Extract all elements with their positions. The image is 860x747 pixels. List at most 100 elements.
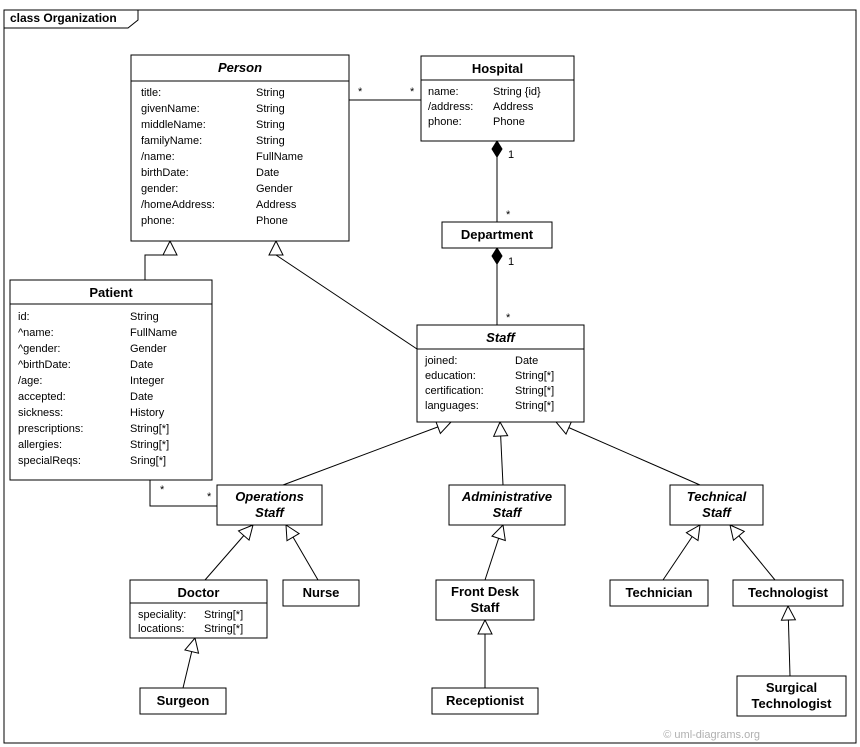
class-nurse: Nurse — [283, 580, 359, 606]
class-title: Staff — [471, 600, 501, 615]
class-title: Technologist — [748, 585, 829, 600]
watermark: © uml-diagrams.org — [663, 729, 760, 741]
attr-name: locations: — [138, 623, 184, 635]
class-title: Staff — [486, 330, 516, 345]
attr-type: String[*] — [130, 423, 169, 435]
attr-name: phone: — [141, 215, 175, 227]
attr-name: ^gender: — [18, 343, 60, 355]
attr-type: Date — [515, 355, 538, 367]
attr-type: Address — [493, 101, 534, 113]
attr-type: FullName — [130, 327, 177, 339]
attr-name: sickness: — [18, 407, 63, 419]
attr-type: String — [256, 135, 285, 147]
attr-name: /age: — [18, 375, 42, 387]
attr-type: String[*] — [130, 439, 169, 451]
multiplicity: 1 — [508, 149, 514, 161]
attr-type: String — [256, 119, 285, 131]
attr-name: languages: — [425, 400, 479, 412]
class-title: Doctor — [178, 585, 220, 600]
attr-type: History — [130, 407, 165, 419]
class-title: Administrative — [461, 489, 552, 504]
class-patient: Patient id: String ^name: FullName ^gender: Ge… — [10, 280, 212, 480]
class-title: Surgeon — [157, 693, 210, 708]
class-title: Front Desk — [451, 584, 520, 599]
attr-name: middleName: — [141, 119, 206, 131]
class-title: Person — [218, 60, 262, 75]
attr-type: String[*] — [204, 609, 243, 621]
class-technologist: Technologist — [733, 580, 843, 606]
frame-label: class Organization — [10, 11, 117, 25]
class-opstaff: OperationsStaff — [217, 485, 322, 525]
attr-name: speciality: — [138, 609, 186, 621]
attr-name: gender: — [141, 183, 178, 195]
class-title: Operations — [235, 489, 304, 504]
attr-type: Integer — [130, 375, 165, 387]
multiplicity: * — [410, 86, 415, 98]
attr-type: Phone — [256, 215, 288, 227]
attr-name: prescriptions: — [18, 423, 83, 435]
attr-name: title: — [141, 87, 161, 99]
multiplicity: * — [358, 86, 363, 98]
attr-name: certification: — [425, 385, 484, 397]
class-title: Staff — [702, 505, 732, 520]
class-title: Staff — [493, 505, 523, 520]
attr-name: givenName: — [141, 103, 200, 115]
attr-name: education: — [425, 370, 476, 382]
attr-name: /homeAddress: — [141, 199, 215, 211]
class-surgeon: Surgeon — [140, 688, 226, 714]
class-title: Technician — [626, 585, 693, 600]
uml-class-diagram: class Organization * * * * 1 * 1 * Person title:… — [0, 0, 860, 747]
attr-type: FullName — [256, 151, 303, 163]
attr-name: allergies: — [18, 439, 62, 451]
attr-name: id: — [18, 311, 30, 323]
attr-type: String — [256, 87, 285, 99]
attr-type: String[*] — [515, 385, 554, 397]
attr-name: birthDate: — [141, 167, 189, 179]
attr-type: Date — [256, 167, 279, 179]
class-receptionist: Receptionist — [432, 688, 538, 714]
class-title: Department — [461, 227, 534, 242]
class-title: Nurse — [303, 585, 340, 600]
attr-type: String — [256, 103, 285, 115]
class-frontdesk: Front DeskStaff — [436, 580, 534, 620]
attr-type: String {id} — [493, 86, 541, 98]
class-staff: Staff joined: Date education: String[*] certi… — [417, 325, 584, 422]
class-hospital: Hospitalname:String {id}/address:Address… — [421, 56, 574, 141]
attr-name: specialReqs: — [18, 455, 81, 467]
attr-type: String[*] — [204, 623, 243, 635]
attr-type: Phone — [493, 116, 525, 128]
multiplicity: 1 — [508, 256, 514, 268]
multiplicity: * — [506, 312, 511, 324]
class-title: Patient — [89, 285, 133, 300]
class-title: Surgical — [766, 680, 817, 695]
attr-name: joined: — [424, 355, 457, 367]
attr-type: Sring[*] — [130, 455, 166, 467]
attr-name: ^birthDate: — [18, 359, 71, 371]
class-adminstaff: AdministrativeStaff — [449, 485, 565, 525]
attr-type: Date — [130, 391, 153, 403]
attr-name: accepted: — [18, 391, 66, 403]
attr-type: String — [130, 311, 159, 323]
attr-type: Gender — [256, 183, 293, 195]
class-department: Department — [442, 222, 552, 248]
attr-type: Date — [130, 359, 153, 371]
attr-type: Gender — [130, 343, 167, 355]
class-technician: Technician — [610, 580, 708, 606]
class-title: Hospital — [472, 61, 523, 76]
multiplicity: * — [506, 209, 511, 221]
class-title: Technologist — [752, 696, 833, 711]
class-title: Staff — [255, 505, 285, 520]
multiplicity: * — [160, 484, 165, 496]
attr-name: phone: — [428, 116, 462, 128]
class-doctor: Doctor speciality: String[*] locations: Stri… — [130, 580, 267, 638]
class-techstaff: TechnicalStaff — [670, 485, 763, 525]
attr-name: familyName: — [141, 135, 202, 147]
attr-name: ^name: — [18, 327, 54, 339]
class-person: Person title: String givenName: String middle… — [131, 55, 349, 241]
attr-type: Address — [256, 199, 297, 211]
multiplicity: * — [207, 491, 212, 503]
class-surgtech: SurgicalTechnologist — [737, 676, 846, 716]
attr-type: String[*] — [515, 400, 554, 412]
class-title: Technical — [687, 489, 747, 504]
attr-type: String[*] — [515, 370, 554, 382]
